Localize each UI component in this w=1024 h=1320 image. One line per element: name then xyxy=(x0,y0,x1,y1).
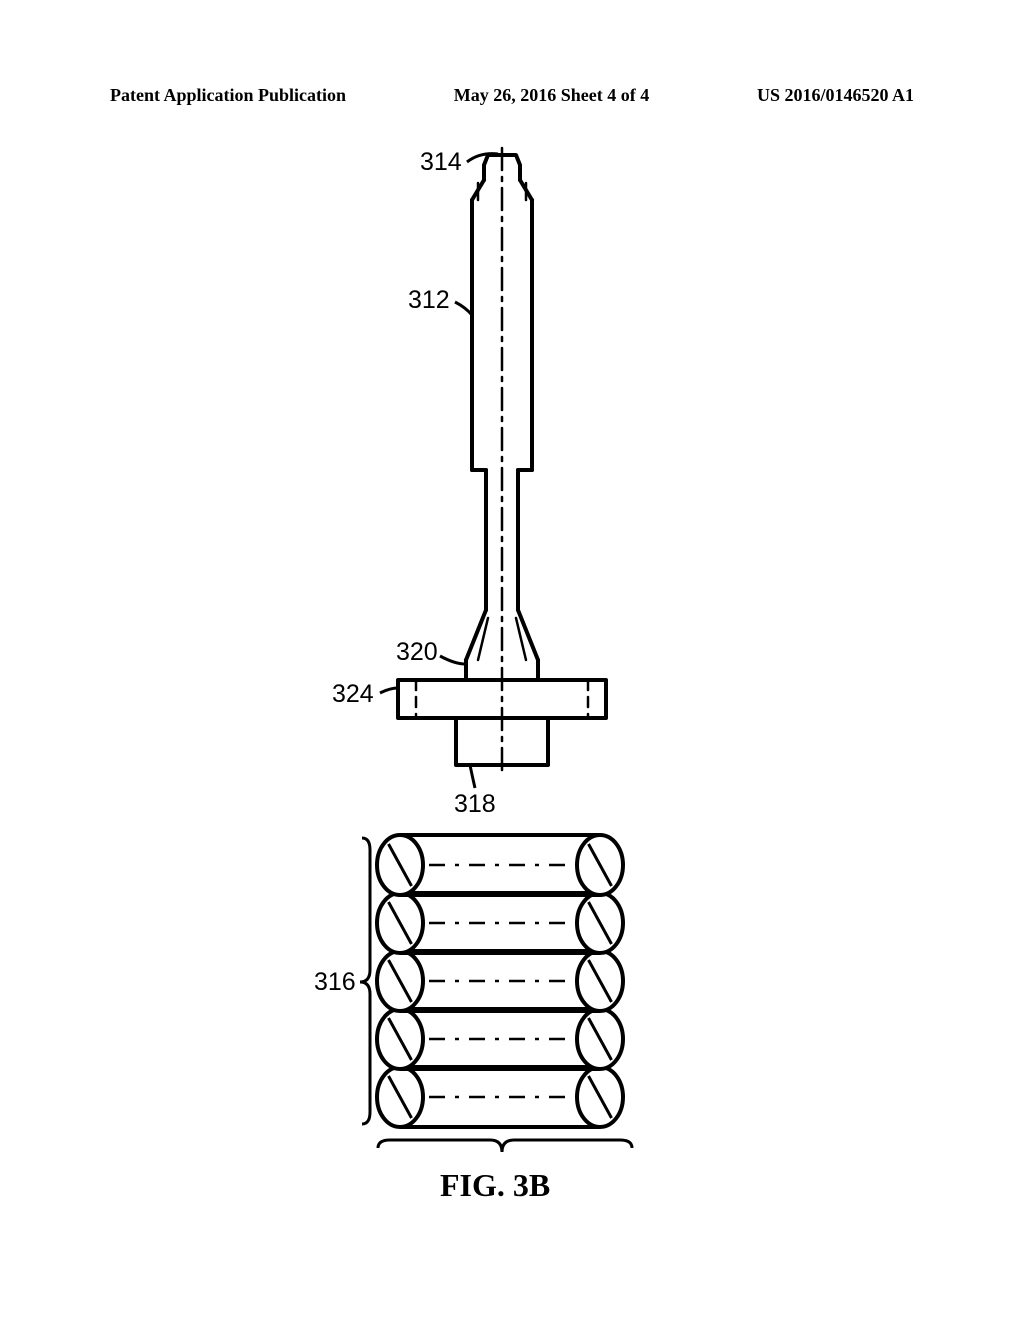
label-318: 318 xyxy=(454,790,496,818)
coil-stack xyxy=(377,835,623,1127)
bottom-brace xyxy=(378,1140,632,1152)
label-314: 314 xyxy=(420,148,462,176)
label-316: 316 xyxy=(314,968,356,996)
label-324: 324 xyxy=(332,680,374,708)
figure-container: 314 312 320 324 318 316 FIG. 3B xyxy=(0,140,1024,1240)
spindle-assembly xyxy=(398,148,606,775)
page-header: Patent Application Publication May 26, 2… xyxy=(0,85,1024,106)
figure-caption: FIG. 3B xyxy=(440,1167,550,1203)
bracket-316 xyxy=(360,838,370,1124)
label-320: 320 xyxy=(396,638,438,666)
header-left: Patent Application Publication xyxy=(110,85,346,106)
header-center: May 26, 2016 Sheet 4 of 4 xyxy=(454,85,649,106)
header-right: US 2016/0146520 A1 xyxy=(757,85,914,106)
label-312: 312 xyxy=(408,286,450,314)
